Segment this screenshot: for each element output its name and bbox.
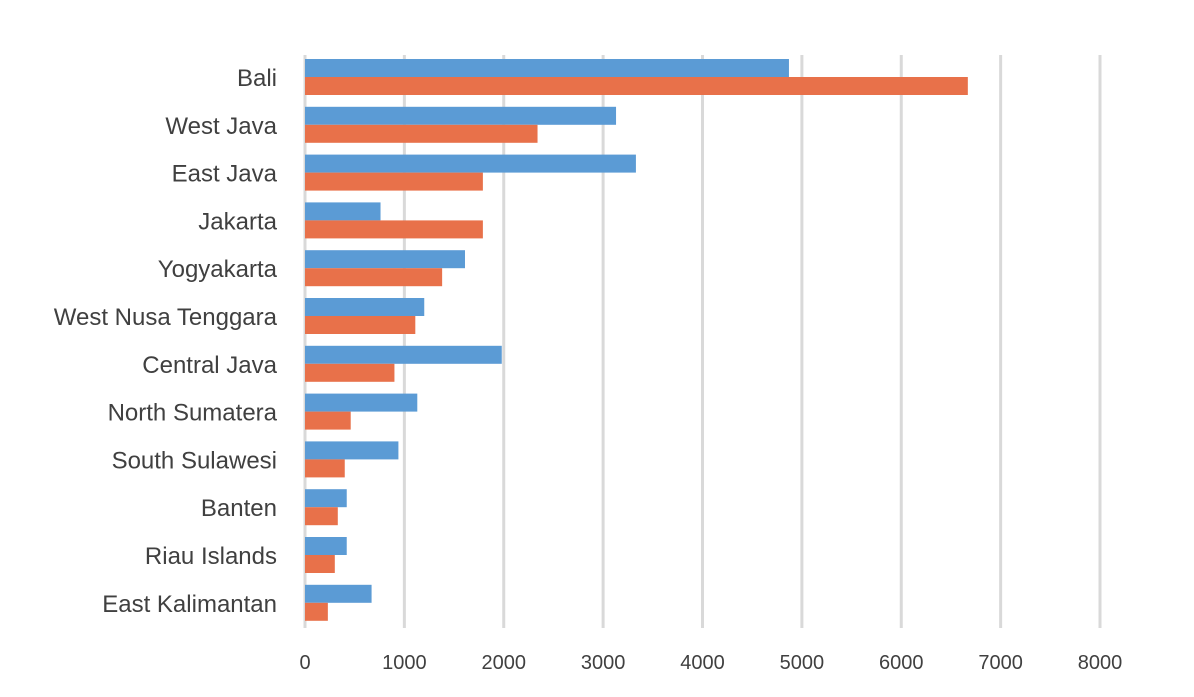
category-label: Riau Islands	[145, 543, 277, 570]
x-tick-label: 4000	[680, 652, 725, 674]
category-label: North Sumatera	[108, 400, 278, 427]
bar-series2-north-sumatera	[305, 411, 351, 430]
bar-series1-east-java	[305, 154, 636, 173]
category-label: Central Java	[142, 352, 277, 379]
bar-series1-east-kalimantan	[305, 584, 372, 603]
bar-series2-jakarta	[305, 220, 483, 239]
bar-series1-west-nusa-tenggara	[305, 298, 425, 316]
bar-series1-north-sumatera	[305, 393, 418, 412]
category-label: West Java	[165, 113, 277, 140]
category-label: Bali	[237, 65, 277, 92]
bar-series1-yogyakarta	[305, 250, 465, 269]
bar-series1-central-java	[305, 345, 502, 364]
x-tick-label: 5000	[780, 652, 825, 674]
bar-series2-east-java	[305, 172, 483, 191]
category-label: West Nusa Tenggara	[54, 304, 278, 331]
bar-series1-south-sulawesi	[305, 441, 399, 460]
x-tick-label: 7000	[978, 652, 1023, 674]
bar-series2-riau-islands	[305, 555, 335, 573]
x-tick-label: 8000	[1078, 652, 1123, 674]
bar-series2-central-java	[305, 363, 395, 382]
bar-series1-west-java	[305, 106, 617, 125]
bar-series1-riau-islands	[305, 537, 347, 555]
category-label: East Kalimantan	[102, 591, 277, 618]
x-tick-label: 6000	[879, 652, 924, 674]
bar-series2-yogyakarta	[305, 268, 443, 287]
bar-series2-banten	[305, 507, 338, 526]
bar-series1-banten	[305, 489, 347, 508]
category-label: East Java	[172, 161, 278, 188]
bar-series1-bali	[305, 59, 789, 77]
bar-series2-bali	[305, 77, 968, 95]
category-label: Jakarta	[198, 208, 277, 235]
bar-series2-west-java	[305, 124, 538, 143]
bar-series2-west-nusa-tenggara	[305, 316, 416, 334]
category-label: Yogyakarta	[158, 256, 278, 283]
x-tick-label: 0	[299, 652, 310, 674]
bar-series2-east-kalimantan	[305, 602, 328, 621]
bar-series1-jakarta	[305, 202, 381, 221]
category-label: South Sulawesi	[112, 447, 277, 474]
category-label: Banten	[201, 495, 277, 522]
bar-series2-south-sulawesi	[305, 459, 345, 478]
x-tick-label: 1000	[382, 652, 427, 674]
x-tick-label: 2000	[482, 652, 527, 674]
x-tick-label: 3000	[581, 652, 626, 674]
